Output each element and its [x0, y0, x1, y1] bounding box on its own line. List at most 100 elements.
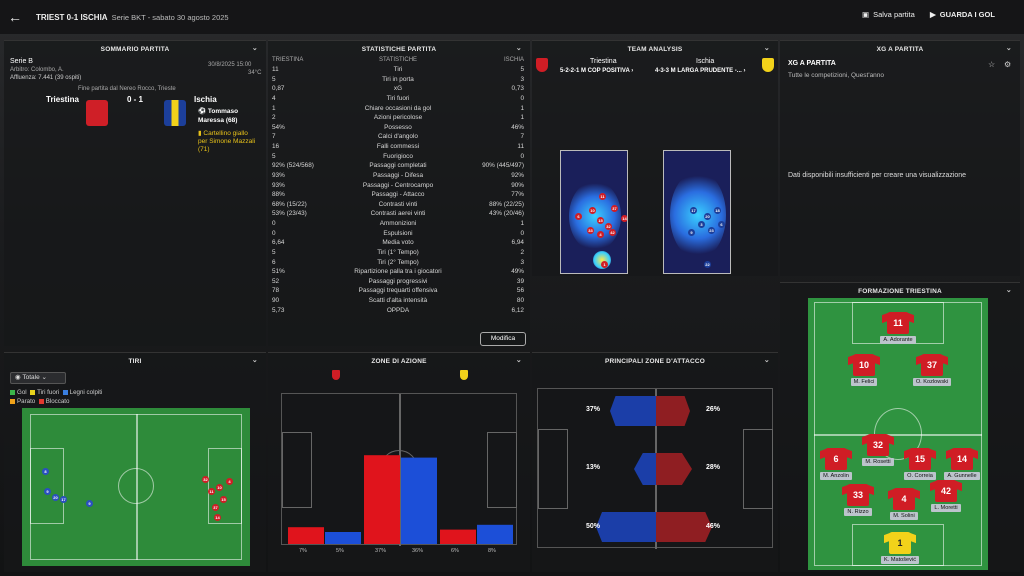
player-name: A. Adorante	[880, 336, 916, 344]
chevron-down-icon[interactable]: ⌄	[763, 357, 770, 364]
stat-label: Fuorigioco	[383, 152, 413, 160]
zone-percent-label: 8%	[488, 548, 496, 554]
zone-percent-label: 7%	[299, 548, 307, 554]
match-date: 30/8/2025 15:00	[208, 62, 252, 68]
chevron-down-icon[interactable]: ⌄	[251, 357, 258, 364]
lineup-player[interactable]: 11 A. Adorante	[878, 312, 918, 344]
score: 0 - 1	[127, 95, 144, 104]
stat-label: Tiri (2° Tempo)	[377, 258, 419, 266]
stat-home-value: 1	[272, 104, 276, 112]
stat-away-value: 7	[520, 133, 524, 141]
player-dot: 23	[708, 227, 715, 234]
player-dot: 6	[575, 213, 582, 220]
stat-away-value: 46%	[511, 123, 524, 131]
attack-zones-header: PRINCIPALI ZONE D'ATTACCO	[604, 357, 706, 365]
lineup-header: FORMAZIONE TRIESTINA	[858, 287, 942, 295]
stat-label: Chiare occasioni da gol	[364, 104, 432, 112]
player-dot: 1	[601, 261, 608, 268]
player-shirt-number: 37	[921, 354, 943, 376]
zone-percent-label: 5%	[336, 548, 344, 554]
gear-icon[interactable]: ⚙	[1004, 60, 1012, 69]
away-crest-icon	[762, 58, 774, 72]
lineup-player[interactable]: 32 M. Rosetti	[858, 434, 898, 466]
chevron-down-icon[interactable]: ⌄	[1005, 45, 1012, 52]
away-zone-bar	[325, 532, 361, 544]
lineup-player[interactable]: 15 O. Correia	[900, 448, 940, 480]
player-dot: 11	[599, 193, 606, 200]
stat-away-value: 88% (22/25)	[489, 200, 524, 208]
lineup-player[interactable]: 4 M. Solini	[884, 488, 924, 520]
stat-away-value: 11	[517, 143, 524, 151]
eye-icon: ◉	[15, 374, 23, 381]
stat-row: 0 Espulsioni 0	[272, 230, 524, 240]
player-dot: 20	[704, 213, 711, 220]
star-icon[interactable]: ☆	[988, 60, 996, 69]
away-attack-center	[656, 453, 692, 485]
shots-filter-dropdown[interactable]: ◉ Totale ⌄	[10, 372, 66, 384]
lineup-player[interactable]: 1 K. Matošević	[880, 532, 920, 564]
stat-row: 93% Passaggi - Difesa 92%	[272, 172, 524, 182]
home-kit-icon	[86, 100, 108, 126]
player-dot: 33	[587, 227, 594, 234]
stat-row: 5 Fuorigioco 0	[272, 153, 524, 163]
back-arrow-icon[interactable]: ←	[8, 9, 22, 25]
lineup-player[interactable]: 42 L. Moretti	[926, 480, 966, 512]
lineup-player[interactable]: 33 N. Rizzo	[838, 484, 878, 516]
save-match-button[interactable]: ▣ Salva partita	[862, 10, 915, 19]
home-zone-bar	[364, 455, 400, 544]
stat-row: 53% (23/43) Contrasti aerei vinti 43% (20/…	[272, 210, 524, 220]
away-kit-icon	[164, 100, 186, 126]
stat-home-value: 11	[272, 66, 279, 73]
player-shirt-number: 4	[893, 488, 915, 510]
summary-panel: SOMMARIO PARTITA ⌄	[4, 40, 266, 346]
away-formation-link[interactable]: 4-3-3 M LARGA PRUDENTE -... ›	[655, 68, 746, 74]
stat-away-value: 92%	[511, 171, 524, 179]
xg-header: XG A PARTITA	[876, 45, 924, 53]
attendance: Affluenza: 7.441 (39 ospiti)	[10, 75, 82, 81]
chevron-down-icon[interactable]: ⌄	[515, 45, 522, 52]
xg-panel: XG A PARTITA ⌄	[780, 40, 1020, 276]
home-crest-icon	[332, 370, 340, 380]
stat-row: 0 Ammonizioni 1	[272, 220, 524, 230]
player-shirt-number: 10	[853, 354, 875, 376]
watch-goals-button[interactable]: ▶ GUARDA I GOL	[930, 10, 995, 19]
home-formation-link[interactable]: 5-2-2-1 M COP POSITIVA ›	[560, 68, 634, 74]
lineup-player[interactable]: 37 O. Kozlowski	[912, 354, 952, 386]
stat-home-value: 92% (524/568)	[272, 162, 314, 170]
stat-row: 6 Tiri (2° Tempo) 3	[272, 259, 524, 269]
chevron-down-icon[interactable]: ⌄	[251, 45, 258, 52]
stat-row: 68% (15/22) Contrasti vinti 88% (22/25)	[272, 201, 524, 211]
player-dot: 4	[597, 231, 604, 238]
shots-legend: Gol Tiri fuori Legni colpiti Parato Bloc…	[10, 388, 260, 406]
stat-label: xG	[393, 85, 403, 93]
stat-label: Passaggi - Attacco	[371, 191, 425, 199]
attack-pitch	[537, 388, 773, 549]
match-subtitle: Serie BKT - sabato 30 agosto 2025	[111, 12, 229, 22]
edit-button[interactable]: Modifica	[480, 332, 526, 346]
player-shirt-number: 14	[951, 448, 973, 470]
stat-label: Ripartizione palla tra i giocatori	[354, 268, 442, 276]
stat-row: 5 Tiri (1° Tempo) 2	[272, 249, 524, 259]
stat-away-value: 1	[520, 114, 524, 122]
stat-label: Possesso	[384, 123, 412, 131]
chevron-down-icon[interactable]: ⌄	[763, 45, 770, 52]
chevron-down-icon[interactable]: ⌄	[1005, 287, 1012, 294]
stat-away-value: 0	[520, 229, 524, 237]
league: Serie B	[10, 58, 33, 65]
stat-label: Tiri in porta	[382, 75, 414, 83]
play-icon: ▶	[930, 10, 936, 19]
shots-header: TIRI	[128, 357, 142, 365]
stat-label: Contrasti aerei vinti	[370, 210, 426, 218]
stat-label: Azioni pericolose	[373, 114, 423, 122]
stat-away-value: 0	[520, 94, 524, 102]
lineup-player[interactable]: 14 A. Gunnelle	[942, 448, 982, 480]
stat-away-value: 0,73	[511, 85, 524, 93]
lineup-player[interactable]: 10 M. Felici	[844, 354, 884, 386]
stat-home-value: 5	[272, 75, 276, 83]
stat-away-value: 1	[520, 220, 524, 228]
home-attack-right	[596, 512, 656, 542]
lineup-player[interactable]: 6 M. Anzolin	[816, 448, 856, 480]
stat-away-value: 77%	[511, 191, 524, 199]
stat-away-value: 39	[516, 277, 524, 285]
chevron-down-icon[interactable]: ⌄	[515, 357, 522, 364]
